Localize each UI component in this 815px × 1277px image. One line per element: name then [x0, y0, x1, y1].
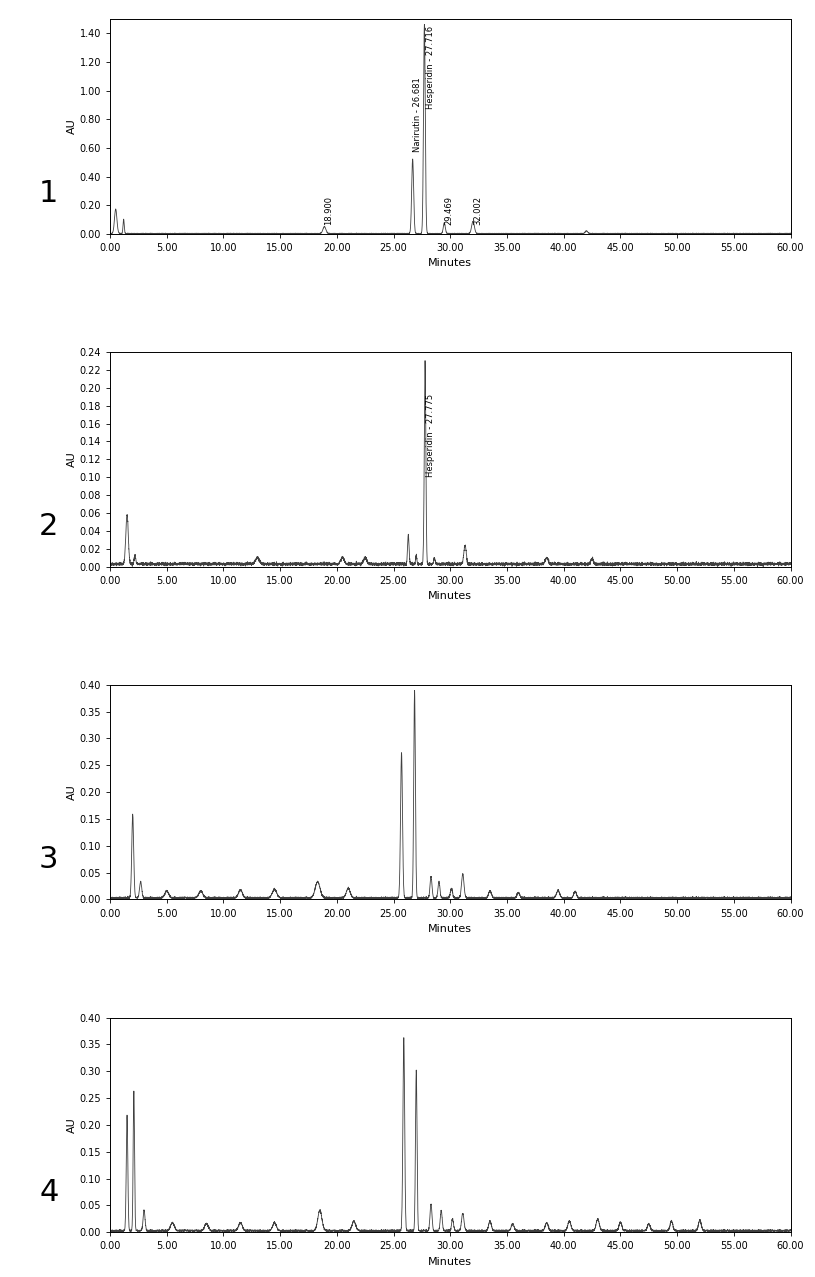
X-axis label: Minutes: Minutes	[429, 1257, 472, 1267]
Text: 3: 3	[39, 844, 59, 873]
X-axis label: Minutes: Minutes	[429, 591, 472, 601]
Text: 2: 2	[39, 512, 59, 541]
Text: Narirutin - 26.681: Narirutin - 26.681	[412, 78, 421, 152]
Text: Hesperidin - 27.716: Hesperidin - 27.716	[426, 27, 435, 110]
Y-axis label: AU: AU	[67, 784, 77, 799]
Text: Hesperidin - 27.775: Hesperidin - 27.775	[426, 393, 435, 476]
Text: 1: 1	[39, 179, 59, 208]
Text: 32.002: 32.002	[473, 197, 482, 225]
Y-axis label: AU: AU	[67, 452, 77, 467]
Text: 18.900: 18.900	[324, 197, 333, 225]
Y-axis label: AU: AU	[67, 1117, 77, 1133]
X-axis label: Minutes: Minutes	[429, 258, 472, 268]
X-axis label: Minutes: Minutes	[429, 925, 472, 933]
Text: 4: 4	[39, 1177, 59, 1207]
Y-axis label: AU: AU	[67, 119, 77, 134]
Text: 29.469: 29.469	[444, 197, 453, 225]
